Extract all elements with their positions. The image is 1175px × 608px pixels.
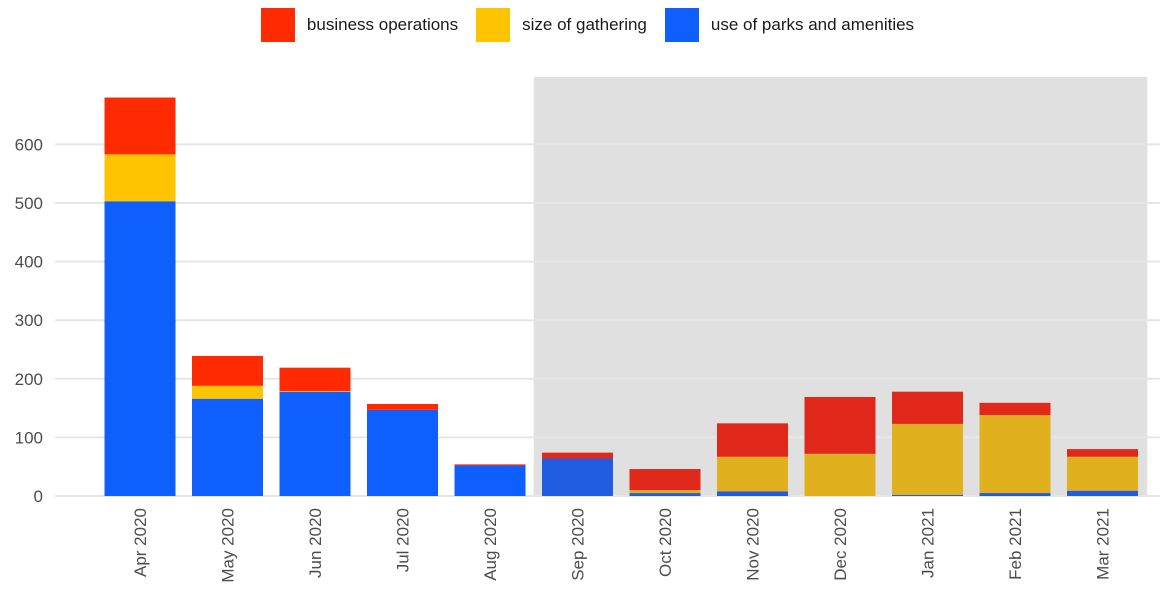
bar-segment-business-operations bbox=[804, 396, 876, 454]
bar-segment-use-of-parks-and-amenities bbox=[104, 201, 176, 496]
legend-label: use of parks and amenities bbox=[710, 15, 915, 34]
bar-segment-size-of-gathering bbox=[1067, 456, 1138, 491]
bar-segment-business-operations bbox=[1067, 449, 1138, 457]
legend-label: size of gathering bbox=[522, 15, 647, 34]
bar-segment-use-of-parks-and-amenities bbox=[279, 391, 351, 496]
x-tick-label: Oct 2020 bbox=[656, 508, 675, 577]
x-tick-label: Aug 2020 bbox=[481, 508, 500, 581]
x-tick-label: Mar 2021 bbox=[1094, 508, 1113, 580]
x-tick-label: Nov 2020 bbox=[744, 508, 763, 581]
bar-segment-business-operations bbox=[717, 423, 788, 457]
bar-segment-use-of-parks-and-amenities bbox=[454, 465, 526, 496]
bar-segment-size-of-gathering bbox=[192, 385, 263, 399]
bar-segment-size-of-gathering bbox=[104, 154, 176, 202]
bar-segment-size-of-gathering bbox=[979, 415, 1051, 494]
legend: business operations size of gathering us… bbox=[0, 8, 1175, 42]
bar-segment-use-of-parks-and-amenities bbox=[717, 491, 788, 496]
x-tick-label: Feb 2021 bbox=[1006, 508, 1025, 580]
legend-item-business-operations: business operations bbox=[260, 8, 459, 42]
bar-segment-business-operations bbox=[542, 452, 613, 459]
bar-segment-business-operations bbox=[104, 97, 176, 155]
x-tick-label: May 2020 bbox=[219, 508, 238, 583]
bar-segment-use-of-parks-and-amenities bbox=[542, 458, 613, 496]
legend-item-size-of-gathering: size of gathering bbox=[476, 8, 647, 42]
y-tick-label: 0 bbox=[34, 487, 43, 506]
bar-segment-use-of-parks-and-amenities bbox=[367, 409, 438, 496]
bar-segment-use-of-parks-and-amenities bbox=[192, 398, 263, 496]
y-tick-label: 100 bbox=[15, 428, 43, 447]
legend-label: business operations bbox=[306, 15, 459, 34]
bar-segment-business-operations bbox=[892, 391, 963, 424]
bar-segment-size-of-gathering bbox=[279, 391, 351, 392]
bar-segment-business-operations bbox=[367, 403, 438, 410]
x-tick-label: Jul 2020 bbox=[394, 508, 413, 572]
bar-segment-business-operations bbox=[454, 464, 526, 466]
x-tick-label: Dec 2020 bbox=[831, 508, 850, 581]
bar-segment-size-of-gathering bbox=[804, 453, 876, 496]
bar-segment-size-of-gathering bbox=[717, 456, 788, 492]
bar-segment-business-operations bbox=[192, 355, 263, 386]
bar-segment-use-of-parks-and-amenities bbox=[979, 493, 1051, 496]
bar-segment-size-of-gathering bbox=[892, 423, 963, 495]
y-tick-label: 300 bbox=[15, 311, 43, 330]
x-tick-label: Apr 2020 bbox=[131, 508, 150, 577]
bar-segment-business-operations bbox=[629, 469, 701, 491]
x-tick-label: Jun 2020 bbox=[306, 508, 325, 578]
bar-segment-size-of-gathering bbox=[629, 490, 701, 494]
y-tick-label: 500 bbox=[15, 194, 43, 213]
y-tick-label: 200 bbox=[15, 370, 43, 389]
y-tick-label: 400 bbox=[15, 253, 43, 272]
bar-segment-business-operations bbox=[279, 367, 351, 392]
legend-item-use-of-parks: use of parks and amenities bbox=[664, 8, 915, 42]
x-tick-label: Sep 2020 bbox=[569, 508, 588, 581]
y-tick-label: 600 bbox=[15, 135, 43, 154]
legend-swatch-business-operations bbox=[260, 8, 295, 42]
bar-segment-use-of-parks-and-amenities bbox=[892, 494, 963, 496]
legend-swatch-use-of-parks bbox=[664, 8, 699, 42]
legend-swatch-size-of-gathering bbox=[476, 8, 511, 42]
bar-segment-use-of-parks-and-amenities bbox=[1067, 490, 1138, 496]
bar-segment-business-operations bbox=[979, 402, 1051, 416]
bar-segment-use-of-parks-and-amenities bbox=[629, 493, 701, 496]
x-tick-label: Jan 2021 bbox=[919, 508, 938, 578]
